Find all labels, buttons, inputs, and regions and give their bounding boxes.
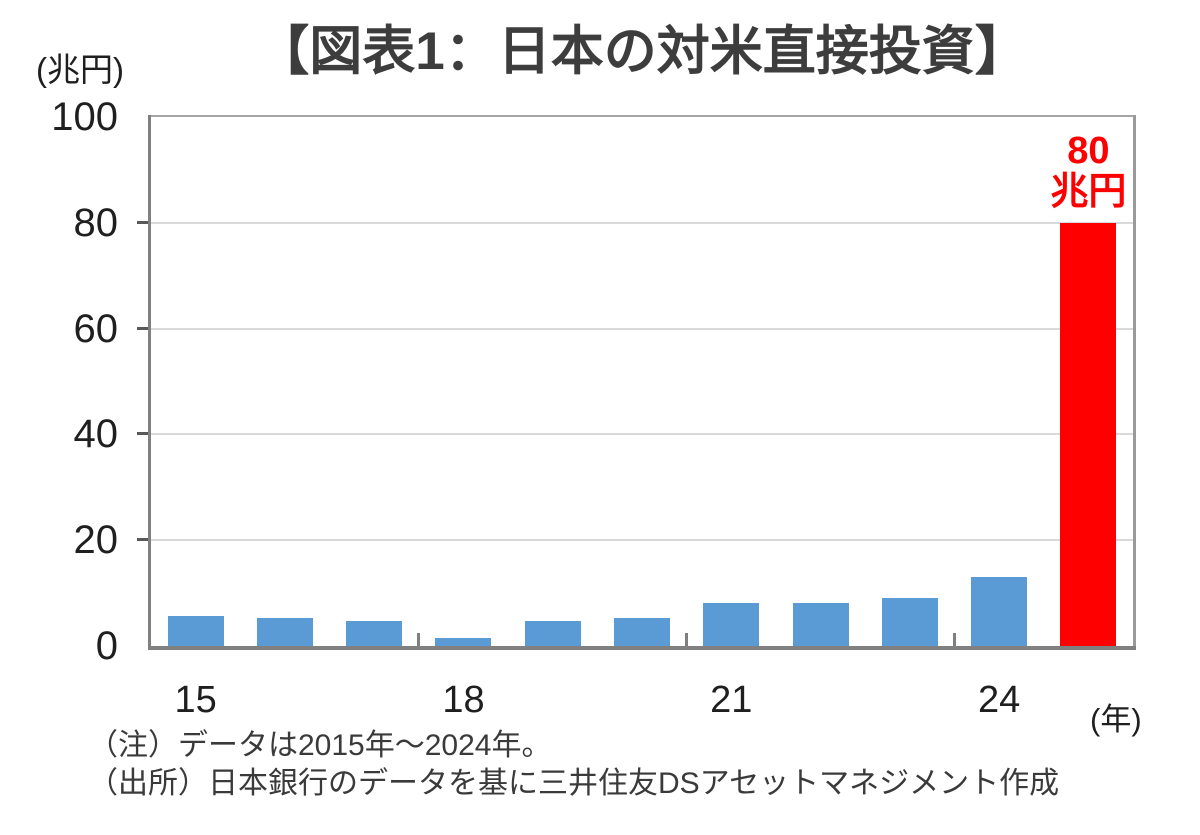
plot-border-top [148, 115, 1136, 117]
plot-border-right [1133, 115, 1136, 650]
x-tick-label-21: 21 [710, 679, 753, 721]
note-line: （注）データは2015年～2024年。 [88, 729, 552, 762]
footnotes: （注）データは2015年～2024年。 （出所）日本銀行のデータを基に三井住友D… [88, 727, 1059, 803]
source-line: （出所）日本銀行のデータを基に三井住友DSアセットマネジメント作成 [88, 767, 1060, 800]
highlight-bar-unit: 兆円 [1050, 170, 1127, 213]
highlight-bar-value: 80 [1067, 129, 1110, 172]
x-tick-label-15: 15 [174, 679, 217, 721]
y-axis-tick-80 [137, 220, 148, 224]
gridline-20 [151, 539, 1133, 542]
y-axis-tick-60 [137, 326, 148, 330]
bar-80兆円 [1060, 222, 1117, 646]
x-axis-category-tick [417, 633, 421, 646]
bar-2024 [971, 577, 1028, 646]
y-tick-label-100: 100 [51, 95, 118, 139]
y-tick-label-40: 40 [73, 412, 119, 457]
y-tick-label-0: 0 [95, 624, 118, 668]
bar-2018 [435, 638, 492, 646]
x-axis-line [148, 646, 1136, 650]
y-tick-label-20: 20 [73, 518, 119, 563]
bar-2020 [614, 617, 670, 646]
bar-2022 [792, 602, 849, 646]
y-axis-unit-label: (兆円) [36, 51, 124, 88]
gridline-80 [151, 221, 1133, 224]
gridline-40 [151, 433, 1133, 436]
bar-2023 [881, 598, 938, 646]
highlight-bar-label: 80 兆円 [1023, 129, 1153, 213]
y-axis-tick-20 [137, 538, 148, 542]
y-axis-line [148, 115, 151, 650]
x-tick-label-18: 18 [442, 679, 485, 721]
x-tick-label-24: 24 [977, 679, 1021, 721]
bar-2019 [524, 621, 581, 646]
y-axis-tick-40 [137, 432, 148, 436]
x-axis-unit-label: (年) [1090, 702, 1142, 737]
bar-2021 [703, 603, 760, 646]
bar-2017 [346, 620, 403, 646]
bar-2016 [256, 617, 313, 646]
gridline-60 [151, 327, 1133, 330]
plot-area [137, 117, 1133, 646]
x-axis-category-tick [952, 633, 956, 646]
x-axis-category-tick [685, 633, 689, 646]
bar-2015 [167, 616, 224, 646]
y-tick-label-80: 80 [73, 200, 119, 245]
y-tick-label-60: 60 [73, 306, 119, 351]
chart-title: 【図表1：日本の対米直接投資】 [256, 22, 1028, 81]
